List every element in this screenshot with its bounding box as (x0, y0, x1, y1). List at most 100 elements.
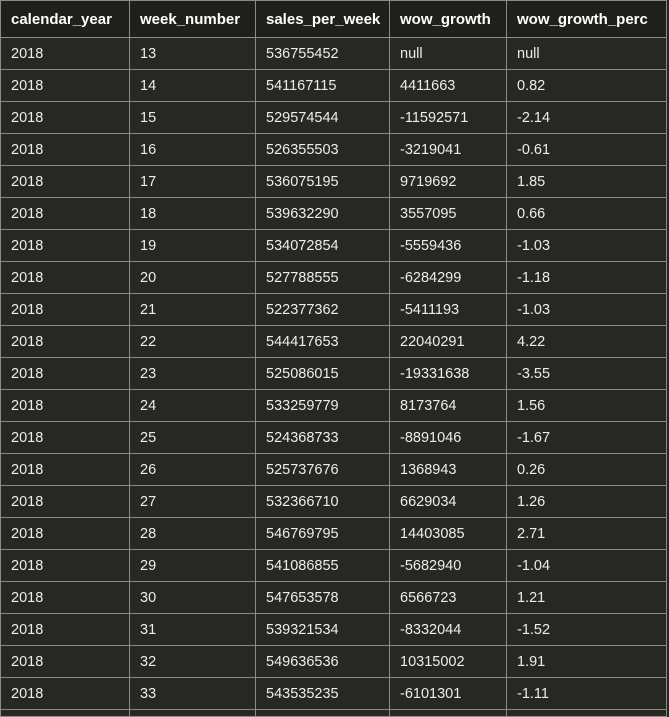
table-row[interactable]: 2018 18 539632290 3557095 0.66 (0, 197, 667, 230)
sales-per-week-cell: 532366710 (255, 485, 390, 518)
calendar-year-cell: 2018 (0, 101, 130, 134)
wow-growth-perc-cell: 0.82 (506, 69, 667, 102)
sales-per-week-cell: 539632290 (255, 197, 390, 230)
sales-per-week-cell: 549636536 (255, 645, 390, 678)
calendar-year-cell: 2018 (0, 37, 130, 70)
table-row[interactable]: 2018 20 527788555 -6284299 -1.18 (0, 261, 667, 294)
wow-growth-cell: -3219041 (389, 133, 507, 166)
sales-per-week-cell: 529574544 (255, 101, 390, 134)
wow-growth-cell: -6284299 (389, 261, 507, 294)
table-row[interactable]: 2018 26 525737676 1368943 0.26 (0, 453, 667, 486)
wow-growth-cell: 10315002 (389, 645, 507, 678)
calendar-year-cell: 2018 (0, 197, 130, 230)
wow-growth-perc-cell: -1.67 (506, 421, 667, 454)
week-number-cell: 14 (129, 69, 256, 102)
wow-growth-cell: 22040291 (389, 325, 507, 358)
table-row[interactable]: 2018 32 549636536 10315002 1.91 (0, 645, 667, 678)
week-number-cell: 33 (129, 677, 256, 710)
calendar-year-cell: 2018 (0, 229, 130, 262)
week-number-cell: 31 (129, 613, 256, 646)
table-row[interactable]: 2018 27 532366710 6629034 1.26 (0, 485, 667, 518)
column-header-week-number[interactable]: week_number (129, 0, 256, 38)
week-number-cell: 26 (129, 453, 256, 486)
wow-growth-cell: -19331638 (389, 357, 507, 390)
sales-per-week-cell: 525086015 (255, 357, 390, 390)
week-number-cell: 23 (129, 357, 256, 390)
sales-per-week-cell: 534072854 (255, 229, 390, 262)
calendar-year-cell: 2018 (0, 677, 130, 710)
table-row[interactable]: 2018 21 522377362 -5411193 -1.03 (0, 293, 667, 326)
table-row[interactable]: 2018 16 526355503 -3219041 -0.61 (0, 133, 667, 166)
calendar-year-cell: 2018 (0, 549, 130, 582)
table-row[interactable]: 2018 25 524368733 -8891046 -1.67 (0, 421, 667, 454)
table-row[interactable]: 2018 31 539321534 -8332044 -1.52 (0, 613, 667, 646)
empty-cell (255, 709, 390, 717)
table-row[interactable]: 2018 33 543535235 -6101301 -1.11 (0, 677, 667, 710)
wow-growth-cell: -11592571 (389, 101, 507, 134)
wow-growth-perc-cell: 1.26 (506, 485, 667, 518)
week-number-cell: 28 (129, 517, 256, 550)
wow-growth-perc-cell: 2.71 (506, 517, 667, 550)
table-row[interactable]: 2018 28 546769795 14403085 2.71 (0, 517, 667, 550)
wow-growth-cell: 6629034 (389, 485, 507, 518)
calendar-year-cell: 2018 (0, 453, 130, 486)
table-row[interactable]: 2018 19 534072854 -5559436 -1.03 (0, 229, 667, 262)
table-row[interactable]: 2018 29 541086855 -5682940 -1.04 (0, 549, 667, 582)
wow-growth-perc-cell: 0.26 (506, 453, 667, 486)
wow-growth-perc-cell: -1.03 (506, 293, 667, 326)
header-row: calendar_year week_number sales_per_week… (0, 0, 667, 38)
week-number-cell: 22 (129, 325, 256, 358)
sales-per-week-cell: 547653578 (255, 581, 390, 614)
sales-per-week-cell: 522377362 (255, 293, 390, 326)
table-row[interactable]: 2018 14 541167115 4411663 0.82 (0, 69, 667, 102)
column-header-wow-growth-perc[interactable]: wow_growth_perc (506, 0, 667, 38)
sales-per-week-cell: 526355503 (255, 133, 390, 166)
week-number-cell: 24 (129, 389, 256, 422)
week-number-cell: 25 (129, 421, 256, 454)
column-header-wow-growth[interactable]: wow_growth (389, 0, 507, 38)
wow-growth-perc-cell: -0.61 (506, 133, 667, 166)
week-number-cell: 20 (129, 261, 256, 294)
wow-growth-cell: 14403085 (389, 517, 507, 550)
calendar-year-cell: 2018 (0, 421, 130, 454)
calendar-year-cell: 2018 (0, 325, 130, 358)
wow-growth-cell: 1368943 (389, 453, 507, 486)
wow-growth-perc-cell: null (506, 37, 667, 70)
column-header-sales-per-week[interactable]: sales_per_week (255, 0, 390, 38)
calendar-year-cell: 2018 (0, 69, 130, 102)
wow-growth-cell: 9719692 (389, 165, 507, 198)
calendar-year-cell: 2018 (0, 645, 130, 678)
table-row[interactable]: 2018 13 536755452 null null (0, 37, 667, 70)
wow-growth-cell: -5682940 (389, 549, 507, 582)
week-number-cell: 17 (129, 165, 256, 198)
wow-growth-perc-cell: 1.21 (506, 581, 667, 614)
table-row[interactable]: 2018 17 536075195 9719692 1.85 (0, 165, 667, 198)
wow-growth-cell: -8332044 (389, 613, 507, 646)
sales-per-week-cell: 536075195 (255, 165, 390, 198)
table-row[interactable]: 2018 23 525086015 -19331638 -3.55 (0, 357, 667, 390)
calendar-year-cell: 2018 (0, 613, 130, 646)
table-row[interactable]: 2018 15 529574544 -11592571 -2.14 (0, 101, 667, 134)
table-row[interactable]: 2018 24 533259779 8173764 1.56 (0, 389, 667, 422)
wow-growth-cell: 4411663 (389, 69, 507, 102)
calendar-year-cell: 2018 (0, 485, 130, 518)
column-header-calendar-year[interactable]: calendar_year (0, 0, 130, 38)
week-number-cell: 18 (129, 197, 256, 230)
wow-growth-cell: 3557095 (389, 197, 507, 230)
wow-growth-perc-cell: 1.85 (506, 165, 667, 198)
sales-per-week-cell: 525737676 (255, 453, 390, 486)
empty-cell (0, 709, 130, 717)
calendar-year-cell: 2018 (0, 261, 130, 294)
calendar-year-cell: 2018 (0, 517, 130, 550)
wow-growth-cell: -5559436 (389, 229, 507, 262)
table-row[interactable]: 2018 22 544417653 22040291 4.22 (0, 325, 667, 358)
sales-per-week-cell: 541167115 (255, 69, 390, 102)
week-number-cell: 15 (129, 101, 256, 134)
empty-cell (129, 709, 256, 717)
wow-growth-perc-cell: -1.52 (506, 613, 667, 646)
calendar-year-cell: 2018 (0, 357, 130, 390)
sales-per-week-cell: 544417653 (255, 325, 390, 358)
table-row[interactable]: 2018 30 547653578 6566723 1.21 (0, 581, 667, 614)
